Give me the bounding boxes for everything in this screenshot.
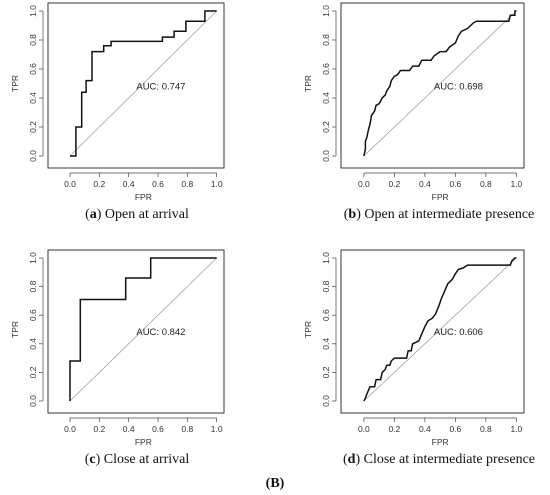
reference-diagonal — [363, 10, 517, 157]
x-tick-label: 0.0 — [64, 424, 76, 434]
x-tick-label: 0.4 — [123, 424, 135, 434]
plot-frame — [47, 249, 225, 414]
x-tick-label: 0.6 — [449, 179, 461, 189]
x-axis-label: FPR — [432, 437, 449, 447]
y-axis-label: TPR — [10, 75, 20, 92]
roc-panel-b: 0.0 0.2 0.4 0.6 0.8 1.0 FPR 0.0 0.2 0.4 0.6 0.8 1.0 T… — [303, 2, 535, 222]
x-axis-label: FPR — [135, 192, 152, 202]
panel-caption: (c) Close at arrival — [85, 452, 190, 467]
panel-letter: c — [89, 452, 95, 467]
y-tick-label: 0.2 — [321, 121, 331, 133]
roc-curve — [363, 10, 517, 157]
x-tick-label: 0.0 — [358, 179, 370, 189]
x-tick-label: 0.0 — [64, 179, 76, 189]
panel-letter: a — [90, 207, 97, 222]
x-tick-label: 0.2 — [93, 179, 105, 189]
panel-letter: d — [348, 452, 356, 467]
y-tick-label: 1.0 — [28, 5, 38, 17]
x-tick-label: 0.8 — [181, 424, 193, 434]
y-axis-label: TPR — [10, 321, 20, 338]
x-tick-label: 1.0 — [211, 179, 223, 189]
reference-diagonal — [69, 257, 217, 402]
y-tick-label: 0.2 — [28, 121, 38, 133]
x-tick-label: 0.8 — [480, 179, 492, 189]
y-tick-label: 1.0 — [321, 252, 331, 264]
panel-letter: b — [348, 207, 356, 222]
roc-panel-d: 0.0 0.2 0.4 0.6 0.8 1.0 FPR 0.0 0.2 0.4 0.6 0.8 1.0 T… — [303, 249, 535, 467]
y-tick-label: 0.0 — [321, 150, 331, 162]
panel-caption: (a) Open at arrival — [85, 207, 189, 222]
x-tick-label: 0.8 — [480, 424, 492, 434]
y-tick-label: 0.6 — [321, 309, 331, 321]
y-tick-label: 0.8 — [321, 280, 331, 292]
y-tick-label: 1.0 — [28, 252, 38, 264]
y-tick-label: 0.8 — [321, 34, 331, 46]
x-tick-label: 0.6 — [152, 179, 164, 189]
x-tick-label: 0.2 — [93, 424, 105, 434]
roc-panel-a: 0.0 0.2 0.4 0.6 0.8 1.0 FPR 0.0 0.2 0.4 0.6 0.8 1.0 T… — [10, 2, 225, 222]
y-tick-label: 0.4 — [321, 338, 331, 350]
x-tick-label: 0.4 — [419, 424, 431, 434]
x-axis-label: FPR — [135, 437, 152, 447]
y-tick-label: 0.4 — [28, 92, 38, 104]
reference-diagonal — [69, 10, 217, 157]
y-tick-label: 0.0 — [321, 395, 331, 407]
reference-diagonal — [363, 257, 517, 402]
y-tick-label: 0.0 — [28, 150, 38, 162]
x-tick-label: 0.6 — [449, 424, 461, 434]
y-tick-label: 0.2 — [321, 366, 331, 378]
x-axis-label: FPR — [432, 192, 449, 202]
auc-annotation: AUC: 0.606 — [434, 327, 483, 338]
y-tick-label: 0.6 — [28, 309, 38, 321]
roc-curve — [69, 257, 217, 401]
x-tick-label: 0.0 — [358, 424, 370, 434]
y-tick-label: 0.4 — [321, 92, 331, 104]
x-tick-label: 1.0 — [211, 424, 223, 434]
roc-curve — [70, 10, 217, 157]
figure-label: (B) — [266, 476, 285, 491]
plot-frame — [340, 249, 525, 414]
plot-frame — [340, 2, 525, 169]
auc-annotation: AUC: 0.842 — [136, 327, 185, 338]
auc-annotation: AUC: 0.698 — [434, 81, 483, 92]
y-tick-label: 0.6 — [28, 63, 38, 75]
y-tick-label: 0.2 — [28, 366, 38, 378]
x-tick-label: 0.2 — [388, 424, 400, 434]
y-tick-label: 0.4 — [28, 338, 38, 350]
roc-curve — [363, 257, 517, 402]
x-tick-label: 1.0 — [510, 179, 522, 189]
x-tick-label: 0.4 — [419, 179, 431, 189]
panel-caption: (d) Close at intermediate presence — [343, 452, 535, 467]
x-tick-label: 0.6 — [152, 424, 164, 434]
plot-frame — [47, 2, 225, 169]
x-tick-label: 0.4 — [123, 179, 135, 189]
panel-caption: (b) Open at intermediate presence — [344, 207, 535, 222]
y-tick-label: 0.8 — [28, 280, 38, 292]
y-tick-label: 0.6 — [321, 63, 331, 75]
y-tick-label: 0.8 — [28, 34, 38, 46]
x-tick-label: 0.8 — [181, 179, 193, 189]
y-axis-label: TPR — [303, 321, 313, 338]
x-tick-label: 0.2 — [388, 179, 400, 189]
y-tick-label: 0.0 — [28, 395, 38, 407]
y-axis-label: TPR — [303, 75, 313, 92]
roc-panel-c: 0.0 0.2 0.4 0.6 0.8 1.0 FPR 0.0 0.2 0.4 0.6 0.8 1.0 T… — [10, 249, 225, 467]
auc-annotation: AUC: 0.747 — [136, 81, 185, 92]
y-tick-label: 1.0 — [321, 5, 331, 17]
x-tick-label: 1.0 — [510, 424, 522, 434]
